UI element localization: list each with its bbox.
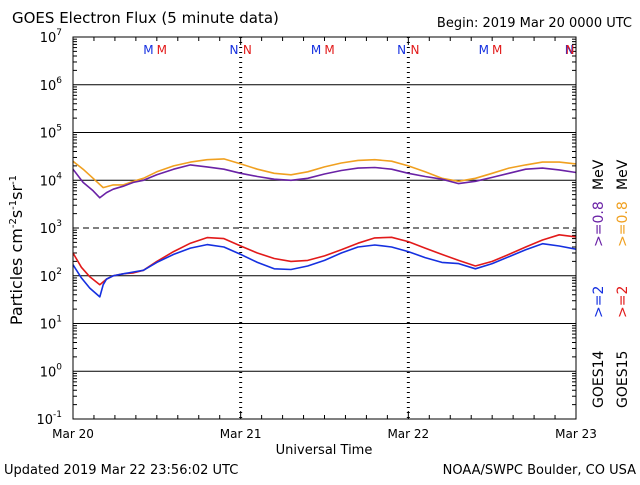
- x-tick-label: Mar 23: [555, 427, 597, 441]
- y-axis-label-exp-3: -1: [8, 175, 19, 185]
- credit-text: NOAA/SWPC Boulder, CO USA: [443, 463, 636, 478]
- grid-layer: [72, 37, 577, 419]
- y-tick-base: 10: [40, 270, 57, 285]
- local-time-marker: M: [492, 43, 502, 57]
- local-time-marker: M: [324, 43, 334, 57]
- y-tick-exponent: -1: [53, 410, 62, 420]
- y-tick-label: 105: [40, 124, 62, 142]
- y-tick-label: 104: [40, 171, 63, 189]
- local-time-marker: M: [479, 43, 489, 57]
- local-time-marker: N: [243, 43, 252, 57]
- local-time-marker: M: [311, 43, 321, 57]
- y-tick-label: 101: [40, 315, 62, 333]
- series-side-label: >=0.8: [615, 201, 631, 247]
- y-tick-base: 10: [36, 413, 53, 428]
- y-tick-exponent: 1: [56, 315, 62, 325]
- local-time-marker: N: [565, 43, 574, 57]
- updated-timestamp: Updated 2019 Mar 22 23:56:02 UTC: [4, 463, 238, 478]
- begin-time: Begin: 2019 Mar 20 0000 UTC: [437, 16, 632, 31]
- y-tick-exponent: 3: [56, 219, 62, 229]
- y-axis-label-text: Particles cm: [7, 228, 26, 325]
- local-time-marker: N: [229, 43, 238, 57]
- series-side-label: >=2: [591, 286, 607, 318]
- y-tick-base: 10: [40, 318, 57, 333]
- y-tick-exponent: 5: [56, 124, 62, 134]
- marker-layer: M M N N M M N N M M NN: [143, 43, 574, 57]
- series-side-label: MeV: [591, 159, 607, 190]
- y-tick-base: 10: [40, 174, 57, 189]
- x-tick-label: Mar 22: [387, 427, 429, 441]
- series-side-label: >=0.8: [591, 201, 607, 247]
- y-axis-label-text-2: s: [7, 210, 26, 218]
- y-tick-base: 10: [40, 222, 57, 237]
- y-axis-label: Particles cm-2s-1sr-1: [7, 175, 26, 325]
- y-axis-label-exp-1: -2: [8, 218, 19, 228]
- chart-title: GOES Electron Flux (5 minute data): [12, 9, 279, 27]
- y-tick-label: 102: [40, 267, 62, 285]
- y-tick-exponent: 4: [56, 171, 62, 181]
- y-tick-label: 100: [40, 362, 63, 380]
- series-line: [72, 164, 577, 199]
- x-axis-label: Universal Time: [276, 443, 373, 458]
- series-side-labels: GOES14 >=2 >=0.8 MeV GOES15 >=2 >=0.8 MeV: [591, 159, 631, 408]
- x-tick-labels: Mar 20 Mar 21 Mar 22 Mar 23: [52, 427, 597, 441]
- y-tick-base: 10: [40, 365, 57, 380]
- series-line: [72, 158, 577, 189]
- series-side-label: GOES15: [615, 351, 631, 408]
- series-side-label: GOES14: [591, 350, 607, 408]
- y-tick-exponent: 2: [56, 267, 62, 277]
- y-tick-base: 10: [40, 127, 57, 142]
- y-tick-label: 10-1: [36, 410, 62, 428]
- series-line: [72, 242, 577, 298]
- y-tick-exponent: 7: [56, 28, 62, 38]
- y-tick-base: 10: [40, 31, 57, 46]
- local-time-marker: M: [157, 43, 167, 57]
- y-tick-label: 107: [40, 28, 62, 46]
- y-tick-label: 103: [40, 219, 62, 237]
- local-time-marker: N: [397, 43, 406, 57]
- local-time-marker: M: [143, 43, 153, 57]
- x-tick-label: Mar 20: [52, 427, 94, 441]
- x-tick-label: Mar 21: [220, 427, 262, 441]
- y-tick-label: 106: [40, 76, 63, 94]
- y-tick-base: 10: [40, 79, 57, 94]
- plot-frame: [72, 36, 577, 420]
- series-side-label: MeV: [615, 159, 631, 190]
- y-axis-label-exp-2: -1: [8, 200, 19, 210]
- y-axis-label-text-3: sr: [7, 185, 26, 200]
- local-time-marker: N: [411, 43, 420, 57]
- local-time-marker: N: [566, 43, 575, 57]
- series-layer: [72, 158, 577, 298]
- series-side-label: >=2: [615, 286, 631, 318]
- y-tick-exponent: 0: [56, 362, 62, 372]
- y-tick-exponent: 6: [56, 76, 62, 86]
